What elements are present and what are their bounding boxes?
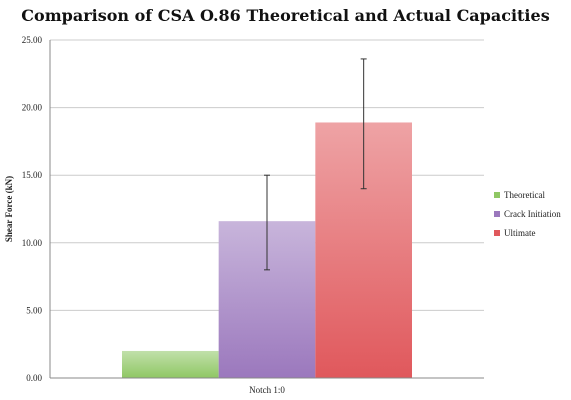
y-tick-label: 15.00: [22, 170, 43, 180]
legend: Theoretical Crack Initiation Ultimate: [494, 190, 561, 238]
y-tick-label: 0.00: [26, 373, 42, 383]
y-axis-ticks: 0.00 5.00 10.00 15.00 20.00 25.00: [22, 35, 43, 383]
error-bars: [264, 58, 367, 271]
y-tick-label: 10.00: [22, 238, 43, 248]
bar-theoretical: [122, 350, 219, 378]
chart-title: Comparison of CSA O.86 Theoretical and A…: [21, 6, 550, 25]
legend-label: Crack Initiation: [504, 209, 561, 219]
legend-label: Ultimate: [504, 228, 536, 238]
legend-label: Theoretical: [504, 190, 545, 200]
y-tick-label: 20.00: [22, 103, 43, 113]
legend-swatch: [494, 192, 500, 198]
y-tick-label: 25.00: [22, 35, 43, 45]
legend-swatch: [494, 230, 500, 236]
x-axis-ticks: Notch 1:0: [249, 385, 285, 395]
y-tick-label: 5.00: [26, 305, 42, 315]
y-axis-label: Shear Force (kN): [4, 176, 14, 242]
legend-swatch: [494, 211, 500, 217]
x-tick-label: Notch 1:0: [249, 385, 285, 395]
